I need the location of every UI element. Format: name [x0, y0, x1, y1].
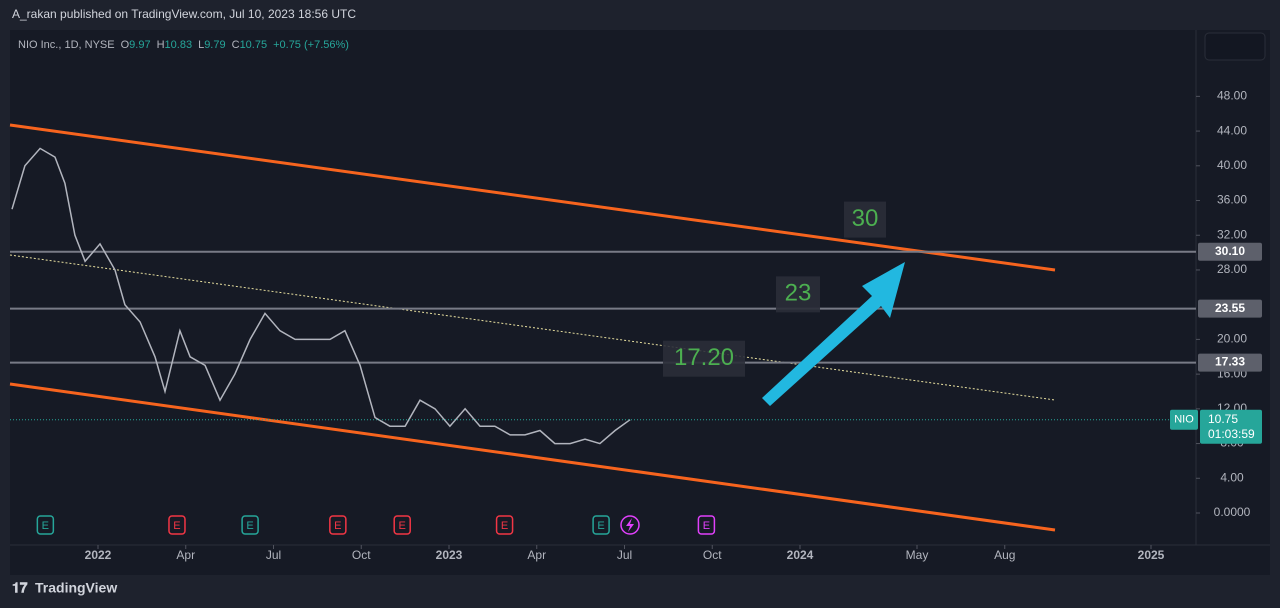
- publisher: A_rakan published on TradingView.com, Ju…: [12, 7, 356, 21]
- earnings-icon: [393, 515, 411, 535]
- y-tick-label: 40.00: [1217, 158, 1247, 172]
- open: 9.97: [129, 39, 150, 51]
- y-tick-label: 20.00: [1217, 332, 1247, 346]
- earnings-icon: [241, 515, 259, 535]
- level-label: 30.10: [1215, 244, 1245, 258]
- c: C: [232, 39, 240, 51]
- annotation-box: [776, 276, 820, 313]
- price-line: [11, 147, 631, 445]
- y-tick-label: 44.00: [1217, 123, 1247, 137]
- low: 9.79: [204, 39, 225, 51]
- x-tick-label: Aug: [994, 548, 1015, 562]
- annotation-box: [663, 340, 745, 377]
- level-badge: [1198, 299, 1262, 318]
- price-badge: [1200, 409, 1262, 444]
- earnings-label: E: [42, 520, 49, 532]
- x-tick-label: Jul: [266, 548, 281, 562]
- y-tick-label: 28.00: [1217, 262, 1247, 276]
- o: O: [121, 39, 130, 51]
- dividend-icon: [620, 515, 640, 535]
- channel-upper: [9, 123, 1056, 272]
- h: H: [157, 39, 165, 51]
- y-tick-label: 4.00: [1220, 470, 1244, 484]
- l: L: [198, 39, 204, 51]
- countdown: 01:03:59: [1208, 427, 1255, 441]
- high: 10.83: [165, 39, 193, 51]
- earnings-icon: [697, 515, 716, 535]
- x-tick-label: Oct: [352, 548, 371, 562]
- chart-area: [10, 30, 1270, 575]
- y-tick-label: 48.00: [1217, 89, 1247, 103]
- earnings-label: E: [173, 520, 180, 532]
- annotation-box: [844, 201, 886, 238]
- x-tick-label: 2025: [1138, 548, 1165, 562]
- price-label: 10.75: [1208, 412, 1238, 426]
- legend: NIO Inc., 1D, NYSE O9.97 H10.83 L9.79 C10.75…: [18, 39, 349, 51]
- earnings-icon: [592, 515, 610, 535]
- x-tick-label: May: [906, 548, 929, 562]
- arrow: [762, 262, 905, 406]
- x-tick-label: 2024: [787, 548, 814, 562]
- x-tick-label: Oct: [703, 548, 722, 562]
- brand: TradingView: [35, 580, 117, 596]
- close: 10.75: [240, 39, 268, 51]
- channel-lower: [9, 382, 1056, 532]
- level-label: 23.55: [1215, 301, 1245, 315]
- level-badge: [1198, 242, 1262, 261]
- y-tick-label: 0.0000: [1214, 505, 1251, 519]
- symbol-label: NIO: [1174, 414, 1194, 426]
- x-tick-label: Apr: [176, 548, 195, 562]
- y-tick-label: 32.00: [1217, 227, 1247, 241]
- x-tick-label: Apr: [527, 548, 546, 562]
- earnings-label: E: [597, 520, 604, 532]
- earnings-icon: [329, 515, 347, 535]
- annotation-text: 17.20: [674, 344, 734, 371]
- x-tick-label: Jul: [617, 548, 632, 562]
- symbol-badge: [1170, 409, 1198, 430]
- annotation-text: 30: [852, 205, 879, 232]
- earnings-icon: [36, 515, 55, 535]
- button[interactable]: [1204, 32, 1266, 61]
- x-tick-label: 2023: [436, 548, 463, 562]
- dividend-bolt: [626, 518, 634, 532]
- x-tick-label: 2022: [85, 548, 112, 562]
- earnings-icon: [168, 515, 186, 535]
- earnings-label: E: [334, 520, 341, 532]
- symbol: NIO Inc., 1D, NYSE: [18, 39, 115, 51]
- annotation-text: 23: [785, 280, 812, 307]
- y-tick-label: 36.00: [1217, 193, 1247, 207]
- change: +0.75 (+7.56%): [273, 39, 349, 51]
- earnings-label: E: [246, 520, 253, 532]
- level-label: 17.33: [1215, 355, 1245, 369]
- earnings-label: E: [501, 520, 508, 532]
- logo: 𝟏𝟕: [12, 580, 28, 596]
- level-badge: [1198, 353, 1262, 372]
- earnings-label: E: [703, 520, 710, 532]
- earnings-icon: [495, 515, 514, 535]
- earnings-label: E: [399, 520, 406, 532]
